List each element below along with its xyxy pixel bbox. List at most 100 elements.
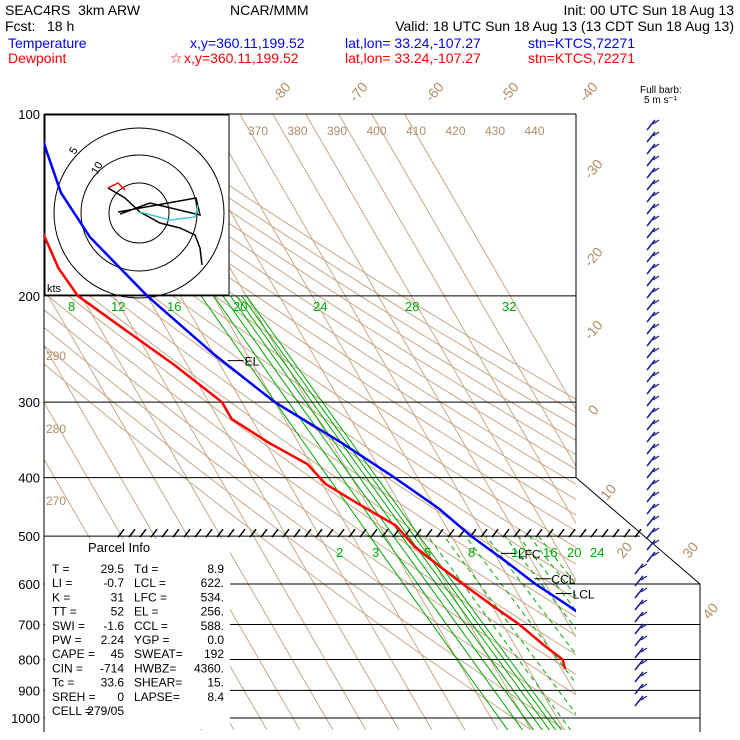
mixing-ratio-line <box>245 295 562 730</box>
org-label: NCAR/MMM <box>230 2 309 18</box>
dry-adiabat-line <box>55 114 576 456</box>
isotherm-label: 20 <box>613 539 635 561</box>
dry-adiabat-line <box>44 292 576 676</box>
hodograph-trace-cyan <box>139 204 199 221</box>
mixing-ratio-label: 24 <box>590 545 604 560</box>
mixing-ratio-label: 3 <box>372 545 379 560</box>
hatch-mark <box>623 528 631 538</box>
wind-barb-staff <box>646 503 656 515</box>
hatch-mark <box>238 528 246 538</box>
wind-barb-flag <box>652 143 660 149</box>
mixing-ratio-dashed-line <box>443 535 576 715</box>
dewpoint-station: stn=KTCS,72271 <box>528 50 636 66</box>
isotherm-line <box>338 114 576 525</box>
wind-barb-flag <box>652 443 660 449</box>
wind-barb-flag <box>652 347 660 353</box>
parcel-info-cell: LFC = <box>134 590 167 604</box>
init-time: Init: 00 UTC Sun 18 Aug 13 <box>563 2 734 18</box>
hatch-mark <box>491 528 499 538</box>
dewpoint-xy: x,y=360.11,199.52 <box>184 50 299 66</box>
mixing-ratio-line <box>229 295 543 730</box>
isotherm-label: -40 <box>576 79 601 105</box>
parcel-info-cell: CIN = <box>52 661 83 675</box>
wind-barbs <box>634 119 660 707</box>
hatch-mark <box>359 528 367 538</box>
dry-adiabat-line <box>44 363 533 730</box>
wind-barb-staff <box>646 155 656 167</box>
hatch-mark <box>139 528 147 538</box>
hatch-mark <box>480 528 488 538</box>
wind-barb-staff <box>646 515 656 527</box>
parcel-info-cell: 29.5 <box>101 562 125 576</box>
hatch-mark <box>326 528 334 538</box>
isotherm-label: -30 <box>581 156 606 182</box>
dry-adiabat-line <box>44 213 576 582</box>
parcel-info-cell: 4360. <box>194 661 224 675</box>
parcel-info-cell: TT = <box>52 605 77 619</box>
model-title: SEAC4RS 3km ARW <box>5 2 141 18</box>
mixing-ratio-label: 20 <box>233 299 247 314</box>
parcel-info-cell: SREH = <box>52 690 96 704</box>
dry-adiabat-line <box>44 170 576 532</box>
level-marker-label: LFC <box>518 547 541 561</box>
parcel-info-cell: EL = <box>134 605 159 619</box>
parcel-info-cell: SWI = <box>52 619 85 633</box>
wind-barb-staff <box>634 635 644 647</box>
dry-adiabat-line <box>44 130 576 485</box>
wind-barb-flag <box>652 119 660 125</box>
mixing-ratio-label: 8 <box>68 299 75 314</box>
parcel-info-title: Parcel Info <box>88 540 150 555</box>
pressure-tick-label: 700 <box>18 617 40 632</box>
temperature-station: stn=KTCS,72271 <box>528 35 636 51</box>
parcel-info-cell: 534. <box>201 590 224 604</box>
wind-barb-staff <box>646 227 656 239</box>
hatch-mark <box>315 528 323 538</box>
hodograph-ring <box>108 182 170 244</box>
isotherm-line <box>272 114 576 638</box>
mixing-ratio-dashed-line <box>504 535 576 630</box>
theta-label: 370 <box>248 124 268 138</box>
wind-barb-staff <box>646 215 656 227</box>
hatch-mark <box>601 528 609 538</box>
parcel-info-cell: 256. <box>201 605 224 619</box>
hatch-mark <box>271 528 279 538</box>
theta-label: 390 <box>327 124 347 138</box>
hatch-mark <box>535 528 543 538</box>
wind-barb-staff <box>634 683 644 695</box>
mixing-ratio-label: 16 <box>543 545 557 560</box>
wind-barb-flag <box>652 167 660 173</box>
hatch-mark <box>579 528 587 538</box>
hodograph-ring-label: 10 <box>89 160 106 177</box>
parcel-info-cell: -0.7 <box>103 576 124 590</box>
sounding-series <box>44 138 576 670</box>
isotherm-label: -80 <box>269 79 294 105</box>
hodograph: kts 5 10 <box>44 114 230 299</box>
parcel-info-cell: HWBZ= <box>134 661 176 675</box>
wind-barb-staff <box>646 323 656 335</box>
wind-barb-flag <box>652 215 660 221</box>
wind-barb-staff <box>646 359 656 371</box>
wind-barb-flag <box>652 359 660 365</box>
hatch-mark <box>436 528 444 538</box>
wind-barb-flag <box>640 587 648 593</box>
wind-barb-staff <box>646 191 656 203</box>
wind-barb-staff <box>646 275 656 287</box>
theta-label: 270 <box>46 494 66 508</box>
dewpoint-line <box>44 232 567 670</box>
hatch-mark <box>183 528 191 538</box>
wind-barb-staff <box>646 251 656 263</box>
isotherm-line <box>404 114 576 411</box>
wind-barb-staff <box>646 167 656 179</box>
pressure-tick-label: 600 <box>18 577 40 592</box>
wind-barb-staff <box>646 239 656 251</box>
wind-barb-staff <box>646 443 656 455</box>
mixing-ratio-label: 12 <box>511 545 525 560</box>
wind-barb-flag <box>640 599 648 605</box>
wind-barb-staff <box>646 347 656 359</box>
wind-barb-staff <box>646 143 656 155</box>
wind-barb-flag <box>652 371 660 377</box>
valid-time: Valid: 18 UTC Sun 18 Aug 13 (13 CDT Sun … <box>395 18 734 34</box>
hatch-mark <box>425 528 433 538</box>
parcel-info-cell: 2.24 <box>101 633 125 647</box>
